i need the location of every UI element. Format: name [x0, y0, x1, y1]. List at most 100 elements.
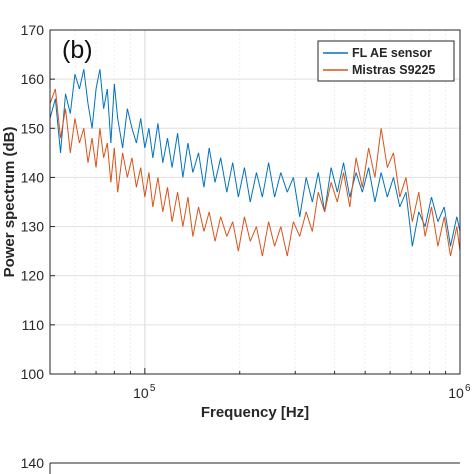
series-segment	[69, 74, 76, 114]
x-axis-label: Frequency [Hz]	[201, 404, 309, 421]
series-segment	[54, 98, 62, 153]
series-segment	[317, 192, 326, 212]
series-segment	[232, 162, 239, 198]
series-segment	[317, 172, 326, 212]
series-segment	[162, 187, 169, 212]
series-segment	[355, 172, 363, 193]
y-axis-label: Power spectrum (dB)	[1, 127, 18, 278]
series-segment	[220, 157, 228, 193]
series-segment	[437, 216, 445, 247]
series-segment	[131, 157, 137, 188]
y-tick-label: 140	[21, 169, 45, 185]
x-tick-exponent: 5	[150, 383, 156, 394]
series-segment	[361, 167, 370, 193]
series-segment	[343, 172, 351, 208]
series-segment	[78, 69, 85, 90]
series-segment	[268, 162, 276, 198]
series-segment	[95, 128, 101, 168]
series-segment	[380, 128, 388, 168]
series-segment	[148, 128, 154, 158]
series-segment	[106, 88, 112, 144]
series-segment	[311, 192, 319, 232]
series-segment	[380, 172, 388, 198]
series-segment	[99, 128, 105, 158]
series-segment	[330, 182, 338, 203]
series-segment	[87, 138, 93, 163]
x-tick-label: 10	[133, 385, 149, 401]
series-segment	[255, 226, 263, 257]
legend: FL AE sensor Mistras S9225	[317, 40, 455, 82]
series-segment	[99, 69, 105, 109]
series-segment	[182, 142, 189, 178]
series-segment	[405, 192, 413, 247]
y-tick-label: 170	[21, 22, 45, 38]
series-segment	[113, 84, 119, 119]
series-segment	[243, 167, 251, 203]
series-segment	[122, 108, 128, 149]
series-segment	[167, 187, 173, 222]
legend-entry-mistras-s9225: Mistras S9225	[352, 63, 435, 77]
series-segment	[208, 147, 216, 183]
y-tick-label: 120	[21, 268, 45, 284]
series-segment	[286, 221, 294, 257]
series-segment	[95, 69, 101, 90]
series-segment	[324, 182, 332, 212]
series-segment	[144, 128, 150, 149]
series-segment	[274, 172, 282, 198]
series-segment	[106, 142, 112, 183]
series-segment	[91, 88, 97, 129]
series-segment	[214, 157, 222, 183]
series-segment	[135, 118, 142, 144]
series-segment	[91, 138, 97, 168]
series-segment	[78, 128, 85, 144]
series-segment	[187, 142, 194, 173]
series-segment	[386, 152, 394, 168]
series-segment	[126, 108, 133, 129]
series-segment	[49, 88, 56, 104]
series-mistras-s9225	[49, 88, 461, 257]
series-segment	[171, 192, 179, 222]
series-segment	[249, 172, 257, 203]
series-segment	[399, 177, 407, 198]
series-segment	[126, 157, 133, 178]
series-segment	[103, 88, 108, 109]
series-segment	[220, 216, 228, 237]
series-segment	[122, 152, 128, 178]
series-segment	[83, 128, 89, 163]
series-segment	[292, 177, 301, 217]
series-segment	[192, 152, 200, 173]
series-segment	[135, 167, 142, 188]
series-segment	[203, 147, 210, 188]
series-segment	[411, 192, 420, 222]
series-segment	[311, 172, 319, 203]
series-segment	[374, 128, 382, 178]
series-segment	[324, 167, 332, 212]
series-segment	[424, 206, 432, 237]
series-segment	[103, 142, 108, 158]
series-segment	[182, 197, 189, 227]
series-segment	[431, 206, 439, 247]
series-segment	[456, 216, 461, 232]
series-segment	[299, 177, 307, 217]
series-segment	[74, 118, 80, 144]
series-segment	[177, 133, 184, 178]
series-segment	[305, 177, 313, 203]
series-segment	[117, 118, 124, 149]
series-segment	[60, 108, 67, 139]
series-segment	[65, 93, 71, 114]
series-segment	[187, 197, 194, 237]
series-segment	[148, 172, 154, 207]
series-segment	[336, 162, 345, 193]
panel-label: (b)	[62, 36, 93, 64]
series-segment	[431, 196, 439, 222]
series-segment	[305, 211, 313, 232]
series-segment	[226, 162, 234, 193]
series-segment	[456, 226, 461, 252]
series-segment	[198, 152, 205, 188]
series-segment	[198, 206, 205, 232]
y-tick-label: 110	[22, 317, 45, 333]
series-segment	[399, 191, 407, 208]
x-tick-labels: 10 5 10 6	[133, 383, 471, 401]
series-segment	[299, 211, 307, 237]
series-segment	[232, 221, 239, 252]
